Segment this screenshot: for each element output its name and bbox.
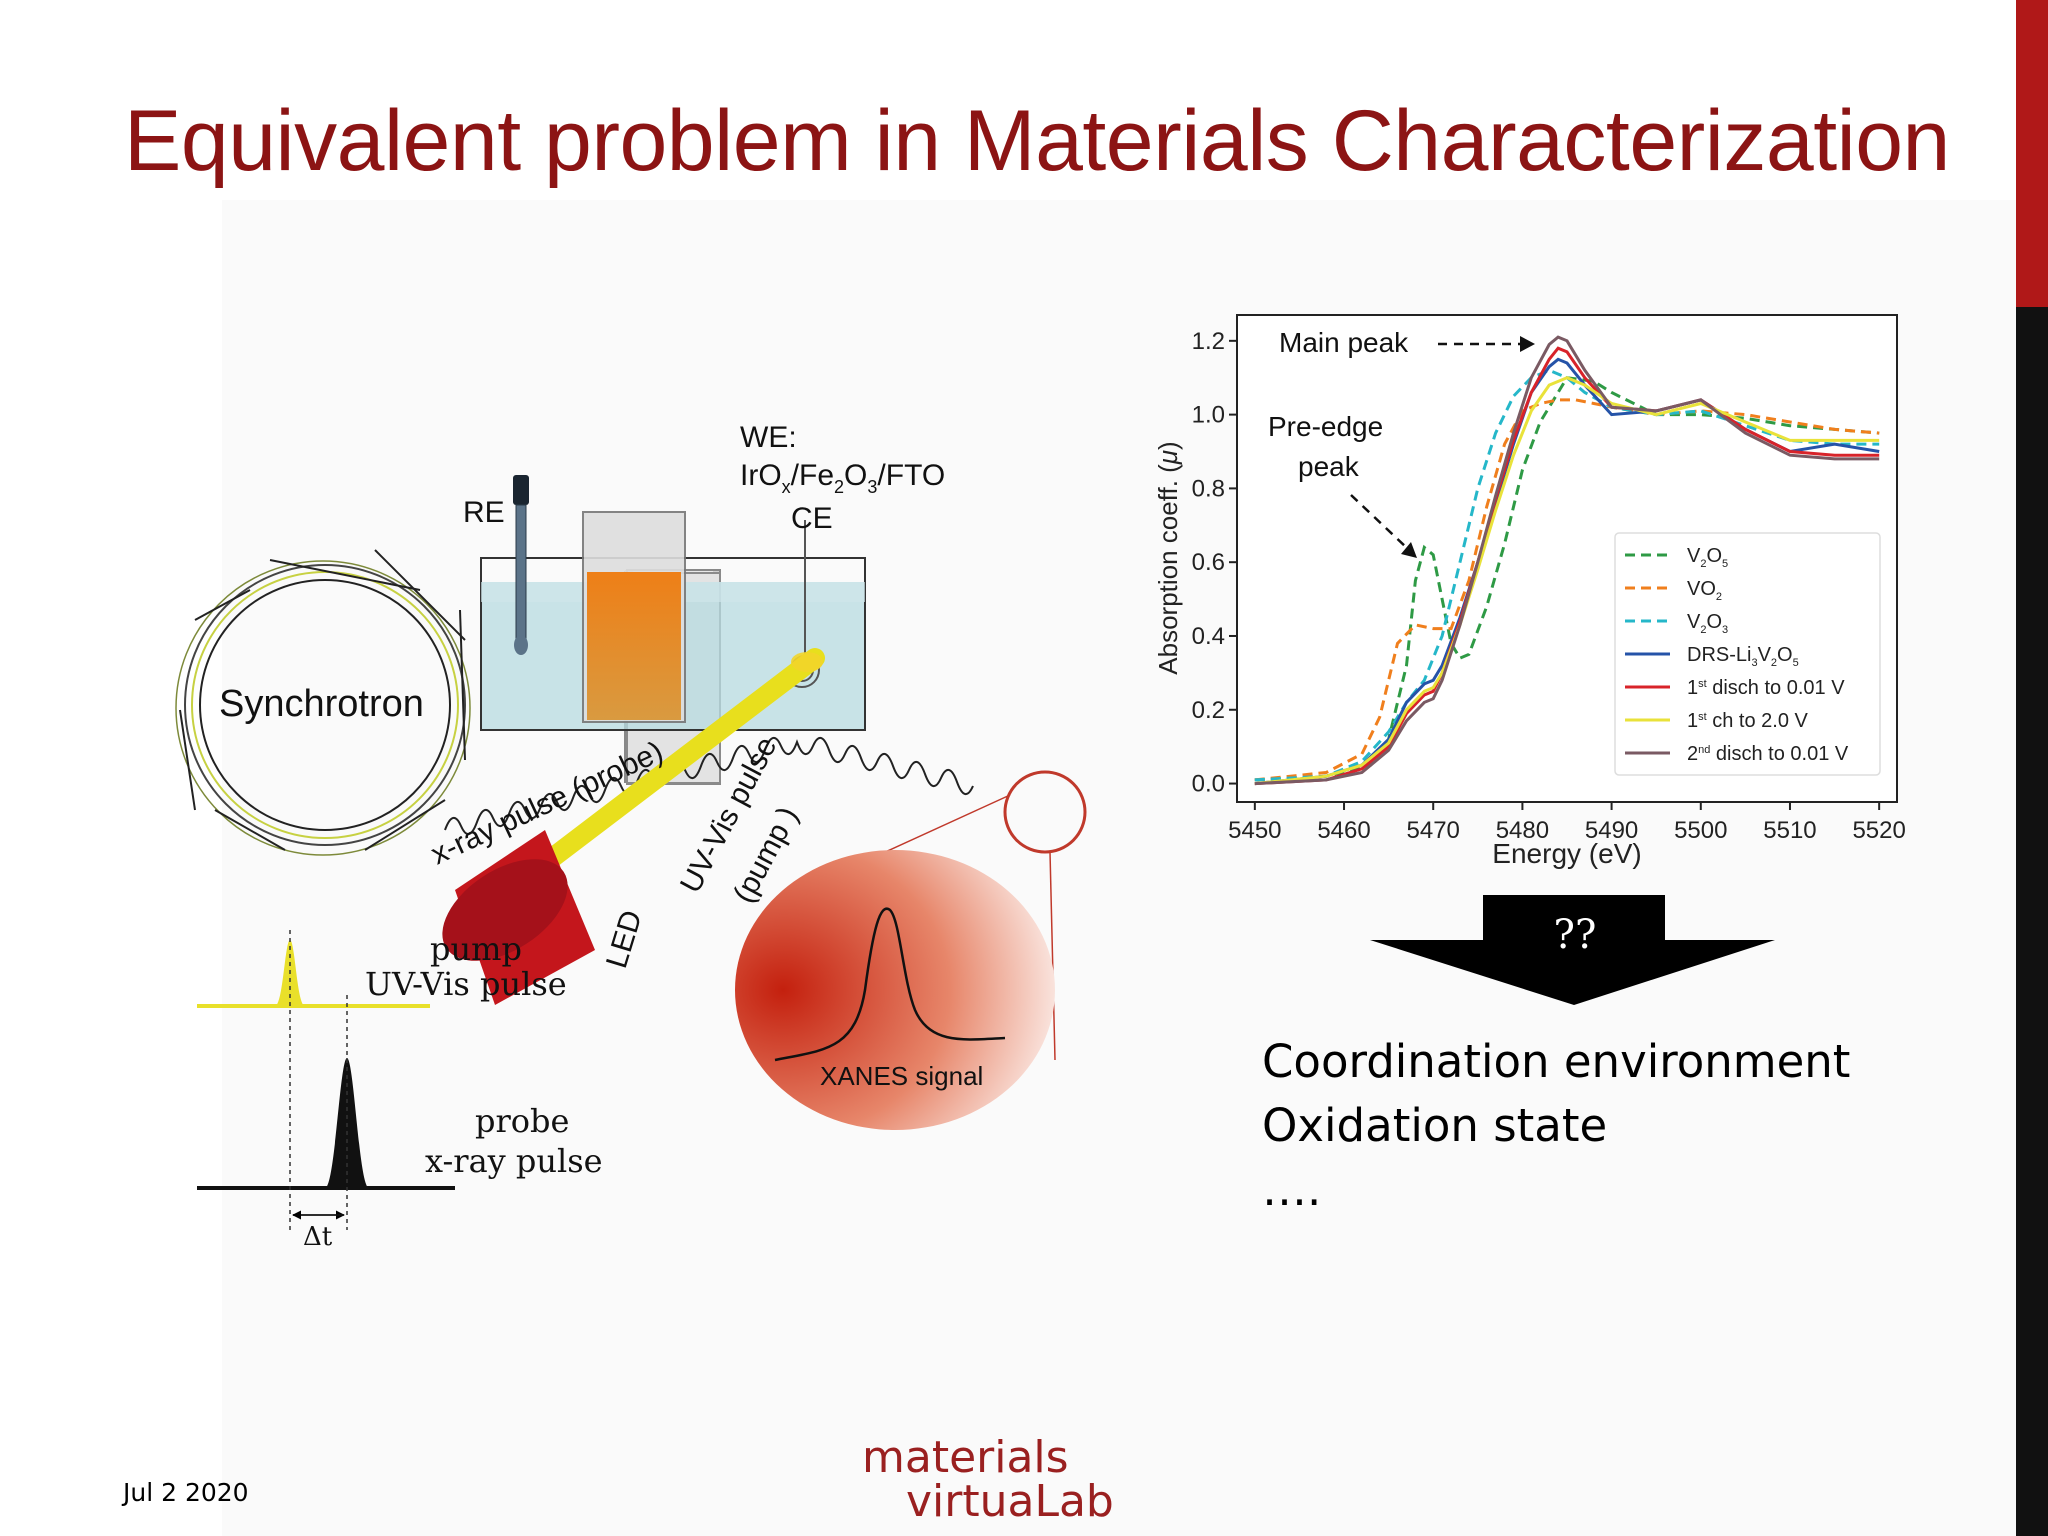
materials-virtual-lab-logo: materials virtuaLab bbox=[862, 1436, 1142, 1526]
series-line-v2o5 bbox=[1254, 376, 1880, 782]
svg-text:IrOx/Fe2O3/FTO: IrOx/Fe2O3/FTO bbox=[740, 459, 945, 497]
x-tick-label: 5490 bbox=[1585, 817, 1638, 844]
synchrotron-label: Synchrotron bbox=[219, 683, 424, 725]
pre-edge-arrow bbox=[1350, 494, 1408, 549]
main-peak-annotation: Main peak bbox=[1279, 327, 1409, 358]
conclusion-list: Coordination environment Oxidation state… bbox=[1262, 1030, 1850, 1222]
we-label: WE: bbox=[740, 421, 797, 454]
x-tick-label: 5450 bbox=[1228, 817, 1281, 844]
y-tick-label: 1.2 bbox=[1192, 328, 1225, 355]
series-line-2nd-disch-to-0-01-v bbox=[1254, 335, 1880, 786]
logo-line-1: materials bbox=[862, 1432, 1069, 1483]
footer-date: Jul 2 2020 bbox=[123, 1478, 249, 1507]
legend-frame bbox=[1614, 532, 1881, 776]
y-tick-label: 0.8 bbox=[1192, 475, 1225, 502]
accent-bar-red bbox=[2016, 0, 2048, 307]
x-tick-label: 5500 bbox=[1674, 817, 1727, 844]
y-tick-label: 0.6 bbox=[1192, 549, 1225, 576]
conclusion-oxidation: Oxidation state bbox=[1262, 1099, 1608, 1152]
probe-label: probe bbox=[475, 1102, 569, 1140]
legend-label: V2O5 bbox=[1687, 545, 1728, 570]
pre-edge-arrowhead bbox=[1401, 542, 1417, 558]
led-label: LED bbox=[600, 907, 649, 972]
x-tick-label: 5460 bbox=[1317, 817, 1370, 844]
arrow-question-label: ?? bbox=[1553, 912, 1597, 958]
probe-xray-label: x-ray pulse bbox=[425, 1142, 603, 1180]
pump-label: pump bbox=[430, 930, 522, 968]
chart-ylabel: Absorption coeff. (μ) bbox=[1153, 441, 1183, 674]
x-tick-label: 5480 bbox=[1496, 817, 1549, 844]
legend-label: V2O3 bbox=[1687, 611, 1728, 636]
x-tick-label: 5520 bbox=[1852, 817, 1905, 844]
xanes-zoom bbox=[735, 770, 1087, 1130]
we-material-label: IrOx/Fe2O3/FTO bbox=[740, 459, 945, 497]
main-peak-arrowhead bbox=[1520, 336, 1535, 352]
xray-beam bbox=[444, 737, 974, 835]
chart-xlabel: Energy (eV) bbox=[1492, 838, 1641, 869]
xanes-label: XANES signal bbox=[820, 1061, 983, 1091]
legend-label: 1st disch to 0.01 V bbox=[1687, 677, 1845, 699]
pulse-timing-diagram bbox=[197, 930, 455, 1230]
re-label: RE bbox=[463, 496, 505, 529]
legend-label: 2nd disch to 0.01 V bbox=[1687, 743, 1849, 765]
chart-series bbox=[1254, 335, 1880, 786]
down-arrow bbox=[1370, 895, 1775, 1005]
legend-label: DRS-Li3V2O5 bbox=[1687, 644, 1799, 669]
ce-label: CE bbox=[791, 502, 833, 535]
delta-t-label: Δt bbox=[303, 1222, 333, 1252]
legend-label: 1st ch to 2.0 V bbox=[1687, 710, 1809, 732]
working-electrode bbox=[582, 511, 686, 723]
accent-bar-black bbox=[2016, 307, 2048, 1536]
experiment-schematic: Synchrotron bbox=[175, 421, 1087, 1252]
conclusion-ellipsis: …. bbox=[1262, 1163, 1322, 1216]
uvvis-beam bbox=[500, 648, 825, 900]
logo-line-2: virtuaLab bbox=[906, 1476, 1114, 1527]
conclusion-coordination: Coordination environment bbox=[1262, 1035, 1851, 1088]
reference-electrode bbox=[513, 475, 529, 655]
synchrotron-ring bbox=[175, 549, 471, 856]
pump-uvvis-label: UV-Vis pulse bbox=[365, 965, 567, 1003]
x-tick-label: 5470 bbox=[1407, 817, 1460, 844]
xanes-chart: 5450 5460 5470 5480 5490 5500 5510 5520 0.0 0.2 0.… bbox=[1153, 314, 1906, 869]
pre-edge-annotation-1: Pre-edge bbox=[1268, 411, 1383, 442]
y-tick-label: 0.4 bbox=[1192, 623, 1225, 650]
slide-title: Equivalent problem in Materials Characte… bbox=[124, 93, 1950, 189]
chart-axes: 5450 5460 5470 5480 5490 5500 5510 5520 0.0 0.2 0.… bbox=[1192, 328, 1906, 844]
x-tick-label: 5510 bbox=[1763, 817, 1816, 844]
y-tick-label: 0.2 bbox=[1192, 697, 1225, 724]
y-tick-label: 0.0 bbox=[1192, 771, 1225, 798]
pre-edge-annotation-2: peak bbox=[1298, 451, 1360, 482]
led-source bbox=[442, 830, 595, 1005]
y-tick-label: 1.0 bbox=[1192, 402, 1225, 429]
series-line-vo2 bbox=[1254, 398, 1880, 782]
